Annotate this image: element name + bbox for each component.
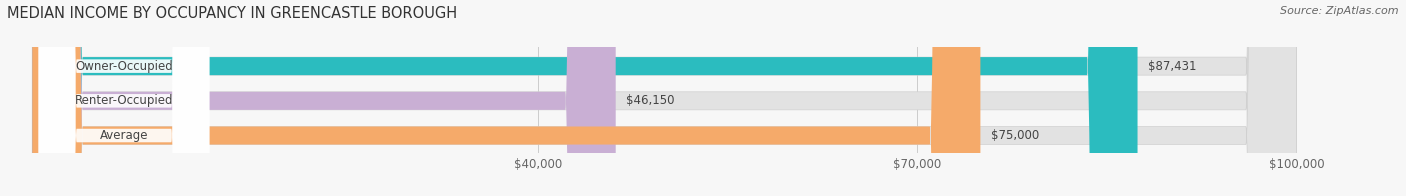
FancyBboxPatch shape: [32, 0, 1137, 196]
Text: Average: Average: [100, 129, 148, 142]
Text: Source: ZipAtlas.com: Source: ZipAtlas.com: [1281, 6, 1399, 16]
FancyBboxPatch shape: [38, 0, 209, 196]
Text: MEDIAN INCOME BY OCCUPANCY IN GREENCASTLE BOROUGH: MEDIAN INCOME BY OCCUPANCY IN GREENCASTL…: [7, 6, 457, 21]
Text: Renter-Occupied: Renter-Occupied: [75, 94, 173, 107]
FancyBboxPatch shape: [32, 0, 980, 196]
FancyBboxPatch shape: [32, 0, 1296, 196]
FancyBboxPatch shape: [32, 0, 1296, 196]
FancyBboxPatch shape: [32, 0, 1296, 196]
Text: $75,000: $75,000: [990, 129, 1039, 142]
Text: Owner-Occupied: Owner-Occupied: [75, 60, 173, 73]
FancyBboxPatch shape: [38, 0, 209, 196]
Text: $87,431: $87,431: [1147, 60, 1197, 73]
Text: $46,150: $46,150: [626, 94, 675, 107]
FancyBboxPatch shape: [32, 0, 616, 196]
FancyBboxPatch shape: [38, 0, 209, 196]
